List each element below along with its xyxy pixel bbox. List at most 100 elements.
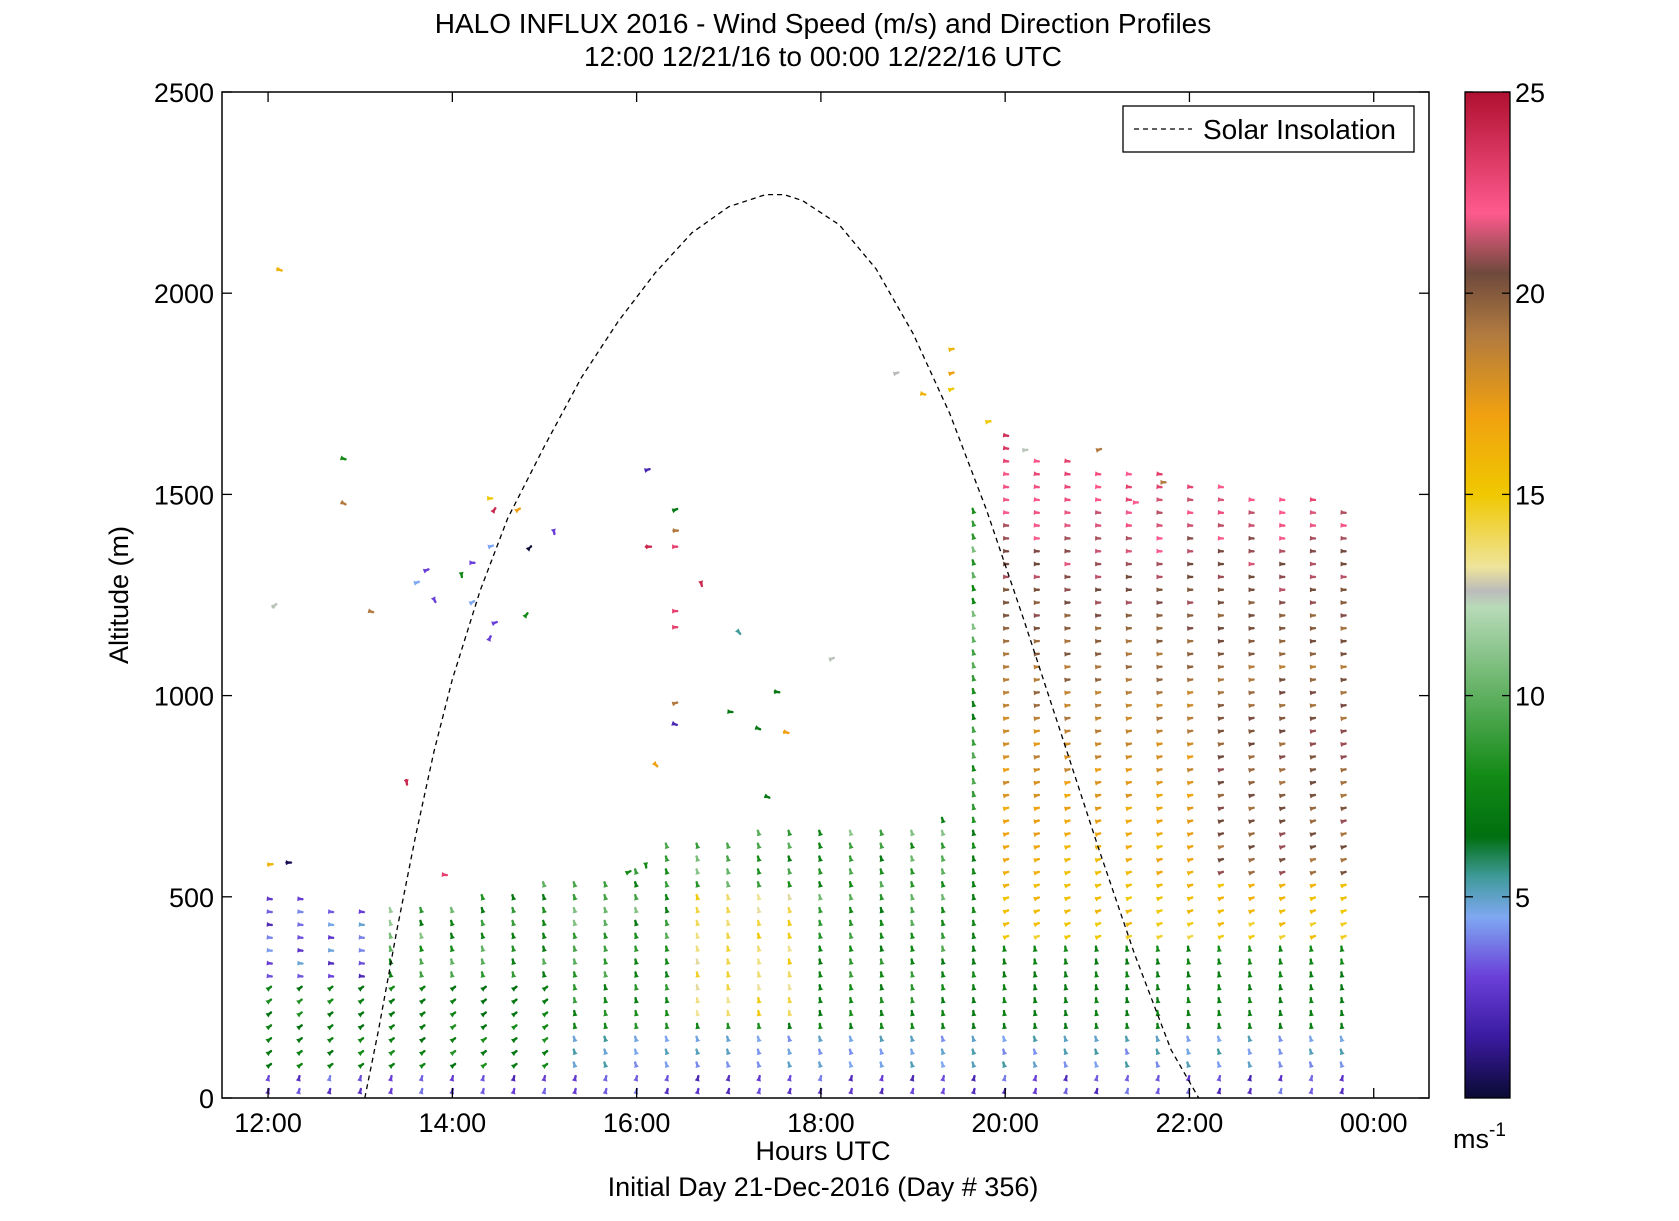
wind-barb [1034,458,1039,463]
wind-barb [1034,536,1039,541]
wind-barb [357,1076,362,1081]
wind-barb [1186,972,1191,977]
wind-barb [818,921,823,926]
colorbar-tick-label: 10 [1515,682,1545,712]
wind-barb [972,1037,977,1043]
wind-barb [1125,884,1131,889]
wind-barb [1309,807,1314,812]
wind-barb [1003,471,1008,476]
wind-barb [695,972,700,977]
wind-barb [1248,923,1254,928]
wind-barb [327,1064,333,1069]
wind-barb [542,1000,548,1005]
wind-barb [481,921,486,926]
wind-barb [276,267,282,272]
wind-barb [665,1024,670,1029]
wind-barb [1125,998,1130,1003]
wind-barb [788,1050,793,1056]
wind-barb [757,895,762,900]
wind-barb [1095,471,1100,476]
wind-barb [880,1063,885,1069]
wind-barb [1063,998,1068,1003]
wind-barb [573,998,578,1003]
wind-barb [757,1063,762,1069]
wind-barb [1156,471,1161,476]
wind-barb [1279,678,1284,683]
wind-barb [941,1037,946,1043]
wind-barb [1309,935,1315,940]
wind-barb [1095,794,1100,799]
wind-barb [1003,729,1008,734]
wind-barb [665,869,670,874]
wind-barb [1155,1076,1160,1081]
chart-title: HALO INFLUX 2016 - Wind Speed (m/s) and … [435,8,1212,39]
wind-barb [910,1011,915,1016]
wind-barb [542,1038,548,1043]
wind-barb [1217,1063,1222,1069]
wind-barb [1279,665,1284,670]
wind-barb [604,1050,609,1056]
wind-barb [1125,755,1130,760]
wind-barb [695,934,700,939]
wind-barb [1095,678,1100,683]
wind-barb [818,1050,823,1056]
wind-barb [1095,923,1101,928]
wind-barb [296,1089,301,1094]
wind-barb [1279,510,1284,515]
wind-barb [1064,794,1069,799]
wind-barb [1340,510,1345,515]
wind-barb [665,895,670,900]
wind-barb [358,1012,364,1017]
wind-barb [1248,755,1253,760]
wind-barb [1310,742,1315,747]
wind-barb [1126,536,1131,541]
wind-barb [1187,600,1192,605]
wind-barb [1156,665,1161,670]
wind-barb [726,1037,731,1043]
wind-barb [542,1064,548,1069]
wind-barb [788,844,793,849]
wind-barb [450,1025,456,1030]
wind-barb [511,934,516,939]
wind-barb [573,908,578,913]
wind-barb [459,572,464,577]
wind-barb [542,895,547,900]
wind-barb [1003,458,1008,463]
wind-barb [358,987,364,992]
wind-barb [1064,858,1070,863]
wind-barb [1248,972,1253,977]
wind-barb [1279,549,1284,554]
wind-barb [1248,781,1253,786]
wind-barb [1003,897,1009,902]
wind-barb [1309,1063,1314,1069]
wind-barb [665,998,670,1003]
wind-barb [1186,1011,1191,1016]
wind-barb [695,985,700,990]
wind-barb [1310,729,1315,734]
wind-barb [267,948,272,953]
wind-barb [388,1012,394,1017]
wind-barb [1156,536,1161,541]
wind-barb [1278,972,1283,977]
wind-barb [788,831,793,837]
wind-barb [646,544,651,549]
wind-barb [1125,858,1131,863]
wind-barb [1187,935,1193,940]
wind-barb [787,998,792,1003]
wind-barb [511,1076,516,1081]
wind-barb [757,960,762,965]
wind-barb [726,908,731,913]
wind-barb [695,960,700,965]
wind-barb [1279,755,1284,760]
wind-barb [1003,626,1008,631]
wind-barb [1187,729,1192,734]
wind-barb [1064,807,1069,812]
wind-barb [941,818,946,824]
wind-barb [419,934,424,939]
wind-barb [1187,858,1193,863]
wind-barb [511,1038,517,1043]
wind-barb [818,882,823,887]
wind-barb [1094,1050,1099,1056]
wind-barb [972,1063,977,1069]
